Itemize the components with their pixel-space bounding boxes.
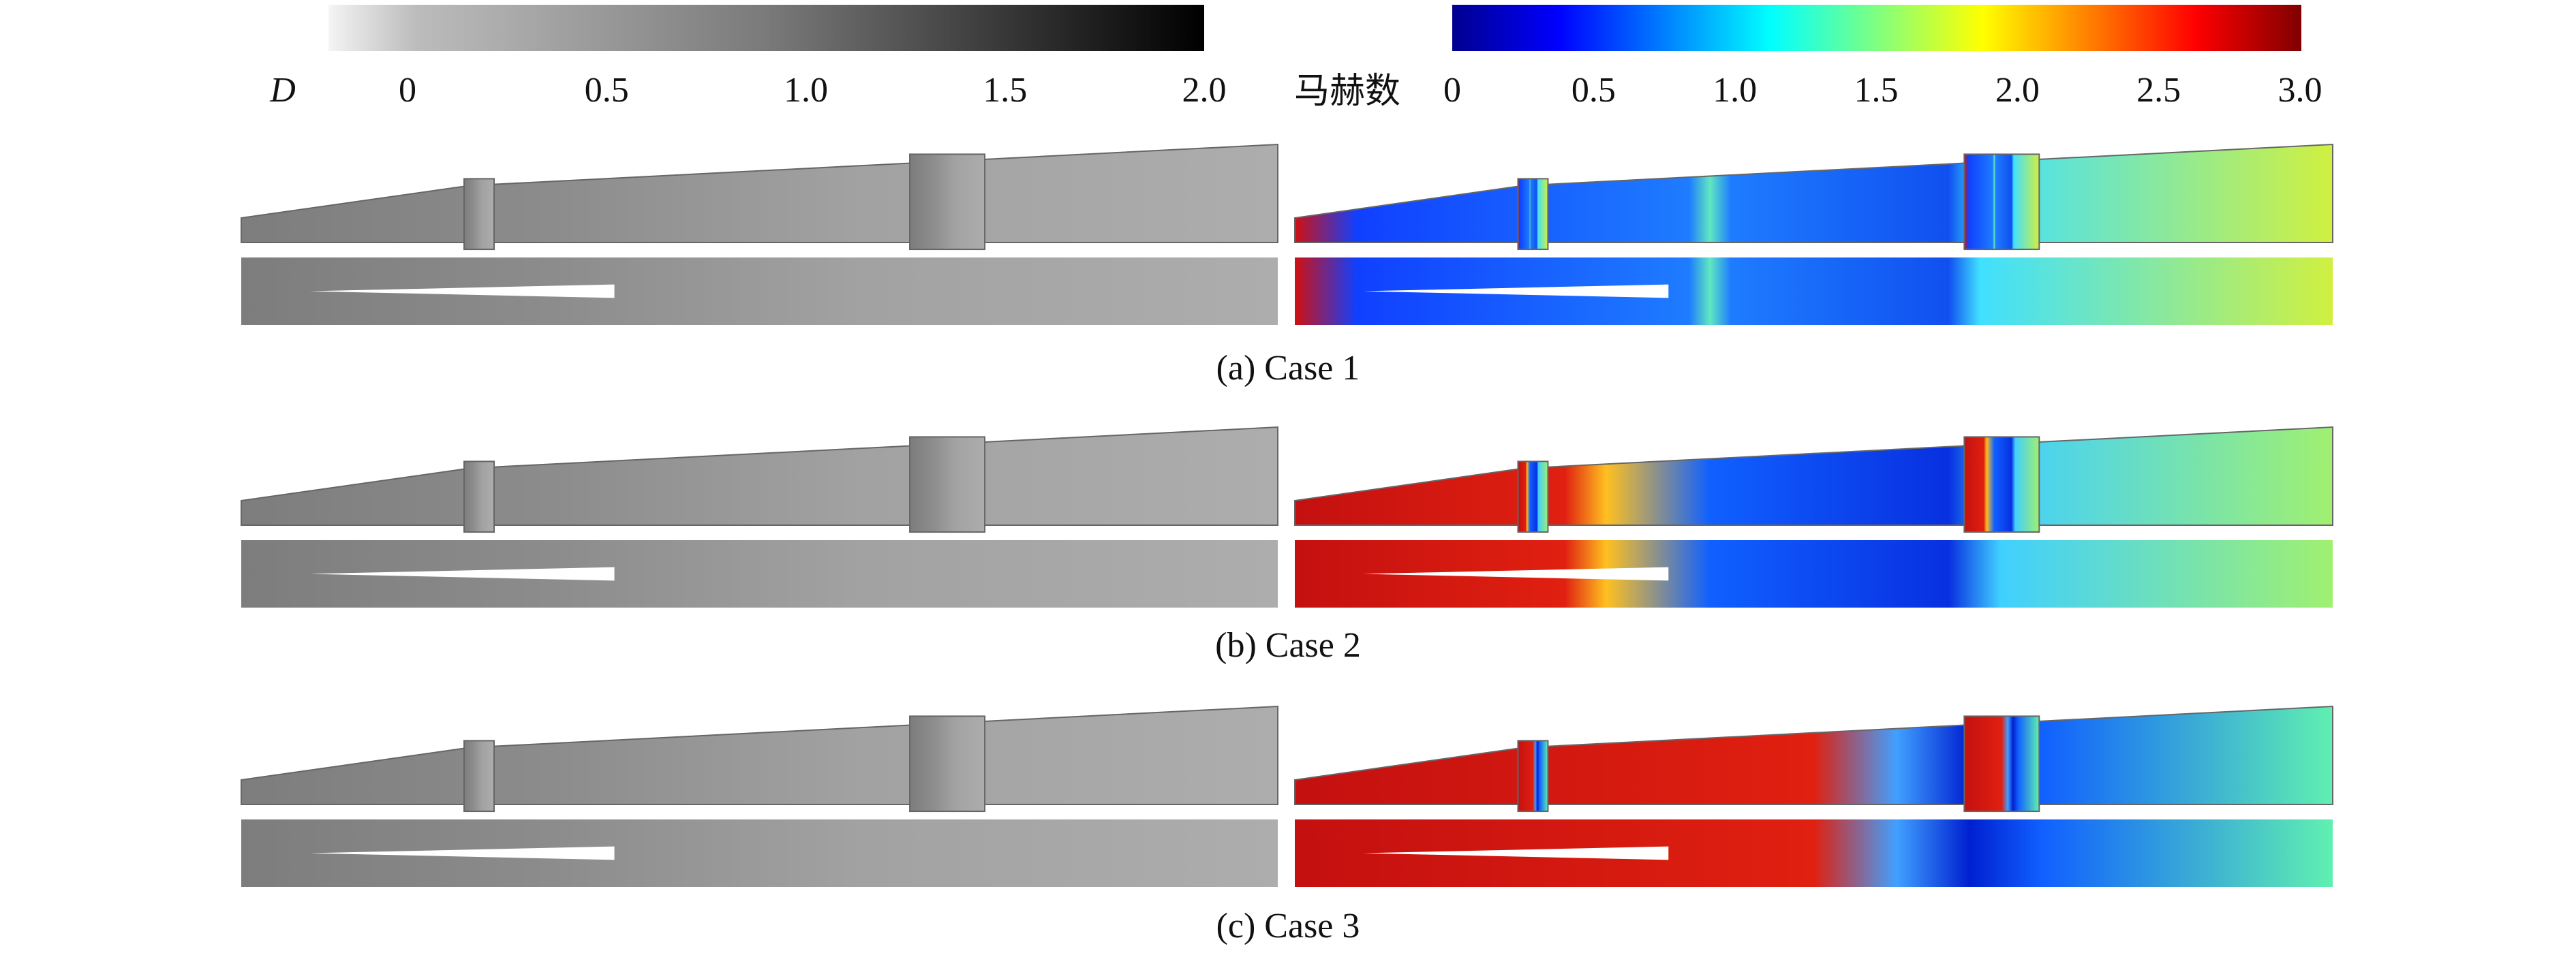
case-caption: (c) Case 3 — [1216, 907, 1360, 945]
colorbar-tick-label: 2.5 — [2136, 71, 2181, 110]
strut — [1363, 846, 1669, 860]
combustor — [1963, 715, 2040, 813]
colorbar-tick-label: 0 — [1443, 71, 1461, 110]
flow-domain — [1294, 426, 2333, 526]
colorbar-tick-label: 2.0 — [1182, 71, 1227, 110]
cowl — [463, 460, 495, 533]
colorbar-tick-label: 3.0 — [2278, 71, 2322, 110]
gray-colorbar — [328, 5, 1204, 51]
colorbar-label: 马赫数 — [1294, 71, 1400, 112]
combustor — [909, 436, 986, 533]
strut — [309, 284, 615, 298]
cowl — [463, 740, 495, 813]
colorbar-tick-label: 1.5 — [1854, 71, 1899, 110]
cowl — [1517, 178, 1549, 251]
panels — [241, 143, 2333, 887]
strut — [309, 567, 615, 581]
strut — [1363, 567, 1669, 581]
colorbar-tick-label: 0.5 — [585, 71, 629, 110]
colorbar-tick-label: 0 — [399, 71, 416, 110]
flow-domain — [1294, 143, 2333, 243]
combustor — [1963, 153, 2040, 251]
colorbar-tick-label: 1.0 — [784, 71, 828, 110]
strut — [1363, 284, 1669, 298]
combustor — [909, 153, 986, 251]
colorbar-label: D — [269, 71, 296, 110]
cowl — [463, 178, 495, 251]
colorbar-tick-label: 2.0 — [1995, 71, 2040, 110]
flow-domain — [241, 705, 1278, 805]
colorbar-tick-label: 0.5 — [1571, 71, 1616, 110]
strut — [309, 846, 615, 860]
flow-domain — [241, 143, 1278, 243]
case-caption: (a) Case 1 — [1216, 349, 1360, 388]
combustor — [1963, 436, 2040, 533]
flow-domain — [241, 426, 1278, 526]
cowl — [1517, 740, 1549, 813]
combustor — [909, 715, 986, 813]
flow-domain — [1294, 705, 2333, 805]
mach-colorbar — [1452, 5, 2301, 51]
colorbar-tick-label: 1.0 — [1713, 71, 1757, 110]
case-caption: (b) Case 2 — [1215, 626, 1361, 665]
cowl — [1517, 460, 1549, 533]
colorbar-tick-label: 1.5 — [983, 71, 1027, 110]
